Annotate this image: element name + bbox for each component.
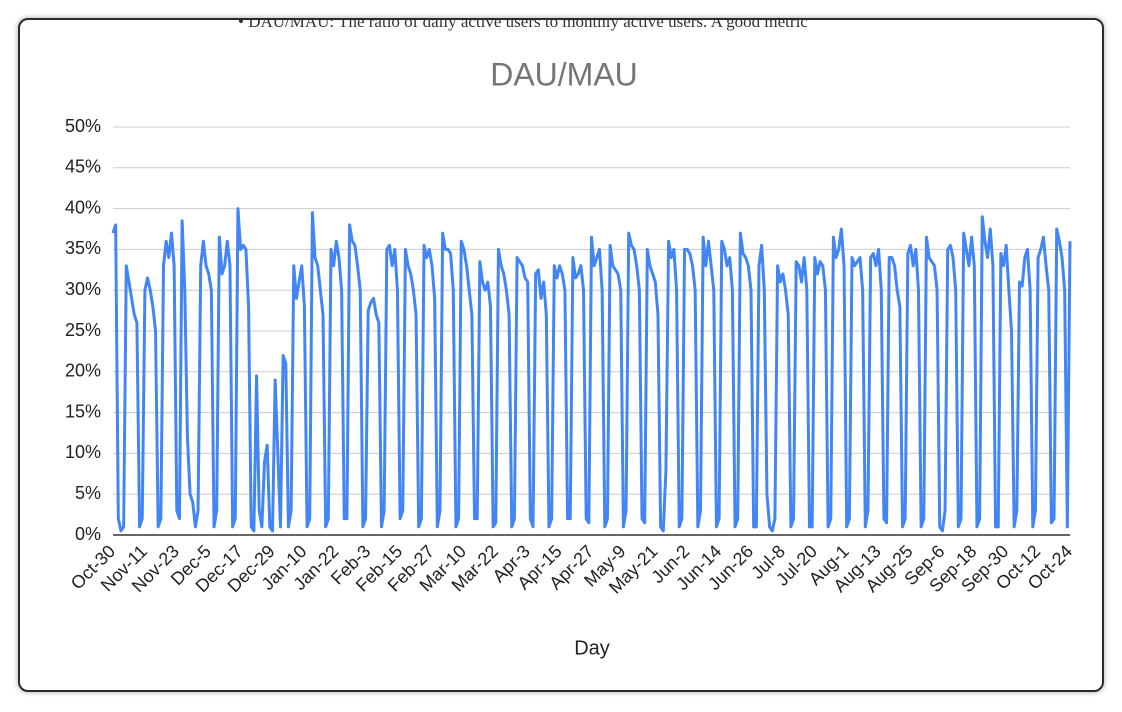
y-tick-label: 25% (65, 320, 101, 340)
background-text: • DAU/MAU: The ratio of daily active use… (238, 18, 808, 31)
data-line (111, 207, 1072, 533)
chart: DAU/MAU Day 0% 5% 10% 15% 20% 25% 30% 35% 40% 45%… (65, 56, 1076, 659)
y-tick-label: 45% (65, 157, 101, 177)
y-tick-label: 0% (75, 524, 101, 544)
y-tick-label: 20% (65, 361, 101, 381)
y-tick-label: 40% (65, 197, 101, 217)
x-axis-title: Day (574, 637, 610, 659)
y-tick-label: 30% (65, 279, 101, 299)
chart-title: DAU/MAU (490, 56, 638, 92)
y-tick-label: 10% (65, 442, 101, 462)
window-frame: • DAU/MAU: The ratio of daily active use… (18, 18, 1104, 692)
y-tick-label: 50% (65, 116, 101, 136)
y-tick-label: 15% (65, 401, 101, 421)
y-tick-label: 5% (75, 483, 101, 503)
y-tick-label: 35% (65, 238, 101, 258)
